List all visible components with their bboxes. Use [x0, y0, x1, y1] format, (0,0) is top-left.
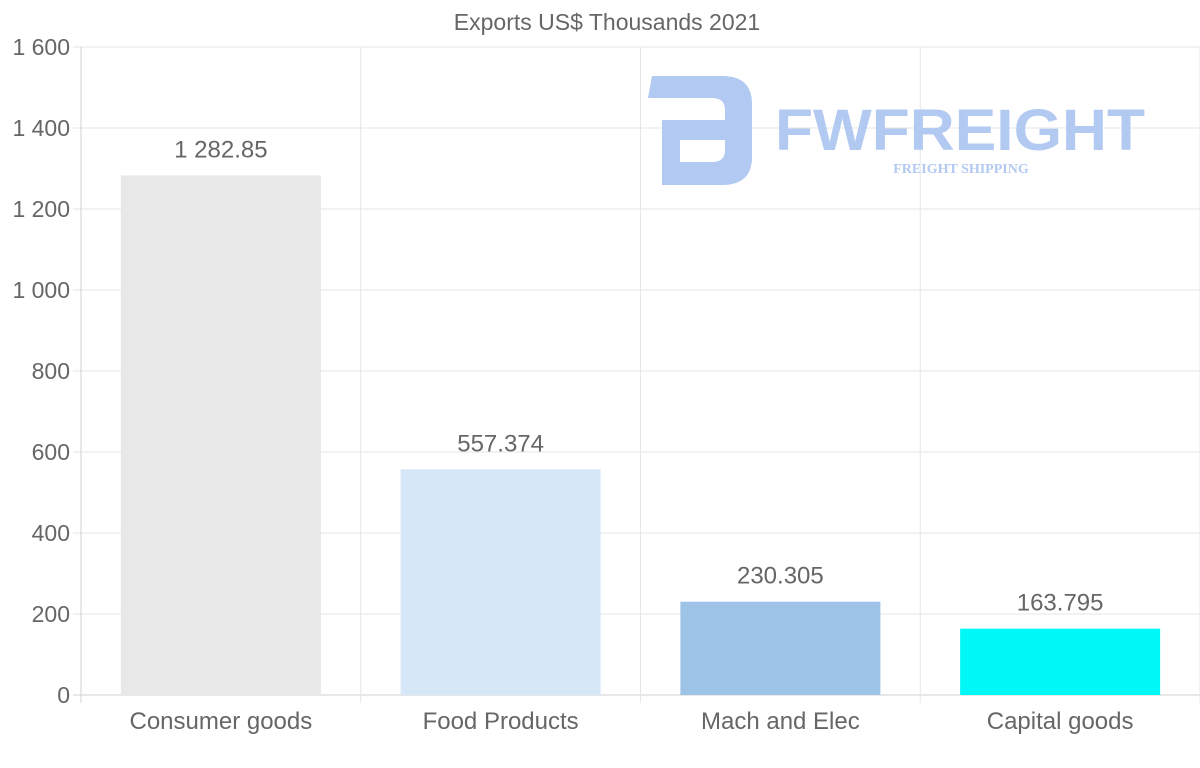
bar-value-label: 557.374	[457, 430, 544, 457]
x-tick-label: Consumer goods	[129, 708, 312, 735]
bar[interactable]	[400, 469, 601, 695]
y-tick-label: 800	[32, 358, 70, 384]
bars	[120, 175, 1161, 696]
data-labels: 1 282.85 557.374 230.305 163.795	[174, 136, 1103, 616]
x-tick-label: Food Products	[423, 708, 579, 735]
watermark-tagline: FREIGHT SHIPPING	[893, 162, 1029, 177]
bar[interactable]	[960, 628, 1161, 695]
y-tick-label: 1 400	[12, 115, 70, 141]
watermark-brand: FWFREIGHT	[775, 98, 1145, 163]
y-tick-label: 200	[32, 601, 70, 627]
bar-value-label: 230.305	[737, 563, 824, 590]
y-tick-label: 1 000	[12, 277, 70, 303]
y-tick-label: 400	[32, 520, 70, 546]
x-tick-label: Mach and Elec	[701, 708, 860, 735]
y-tick-label: 600	[32, 439, 70, 465]
bar[interactable]	[120, 175, 321, 696]
fw-logo-icon	[648, 76, 752, 185]
x-tick-label: Capital goods	[987, 708, 1134, 735]
x-axis: Consumer goods Food Products Mach and Elec…	[129, 708, 1133, 735]
bar[interactable]	[680, 601, 881, 695]
watermark-logo: FWFREIGHT FREIGHT SHIPPING	[648, 76, 1145, 185]
y-tick-label: 1 600	[12, 34, 70, 60]
y-axis: 0 200 400 600 800 1 000 1 200 1 400 1 600	[12, 34, 70, 708]
bar-value-label: 1 282.85	[174, 136, 267, 163]
bar-value-label: 163.795	[1017, 590, 1104, 617]
y-tick-label: 1 200	[12, 196, 70, 222]
y-tick-label: 0	[57, 682, 70, 708]
chart-title: Exports US$ Thousands 2021	[454, 9, 760, 35]
